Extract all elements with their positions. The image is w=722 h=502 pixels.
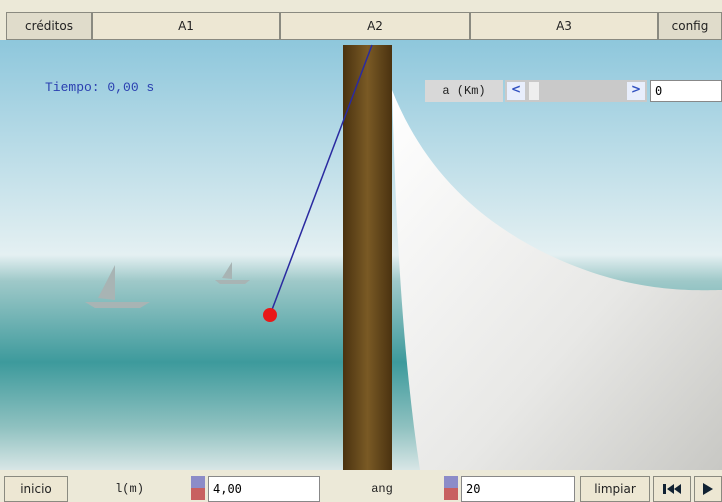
length-value[interactable]: 4,00 [208,476,320,502]
scene [0,40,722,470]
slider-right[interactable]: > [627,82,645,100]
rewind-button[interactable] [653,476,691,502]
slider-left[interactable]: < [507,82,525,100]
tab[interactable]: créditos [6,12,92,40]
length-label: l(m) [72,476,187,502]
start-button[interactable]: inicio [4,476,68,502]
rewind-icon [662,483,682,495]
angle-value[interactable]: 20 [461,476,575,502]
angle-label: ang [322,476,442,502]
mast [343,45,392,470]
time-label: Tiempo: 0,00 s [45,80,154,95]
tab[interactable]: A2 [280,12,470,40]
clear-button[interactable]: limpiar [580,476,650,502]
control-label: a (Km) [425,80,503,102]
pendulum-bob[interactable] [263,308,277,322]
control-value[interactable]: 0 [650,80,722,102]
slider[interactable]: < > [505,80,647,102]
play-icon [702,483,714,495]
slider-thumb[interactable] [529,82,539,100]
angle-spinner[interactable] [444,476,458,500]
tab[interactable]: config [658,12,722,40]
tab[interactable]: A3 [470,12,658,40]
tab[interactable]: A1 [92,12,280,40]
length-spinner[interactable] [191,476,205,500]
applet: créditos A1 A2 A3 config Tiempo: 0,0 [0,0,722,502]
play-button[interactable] [694,476,722,502]
